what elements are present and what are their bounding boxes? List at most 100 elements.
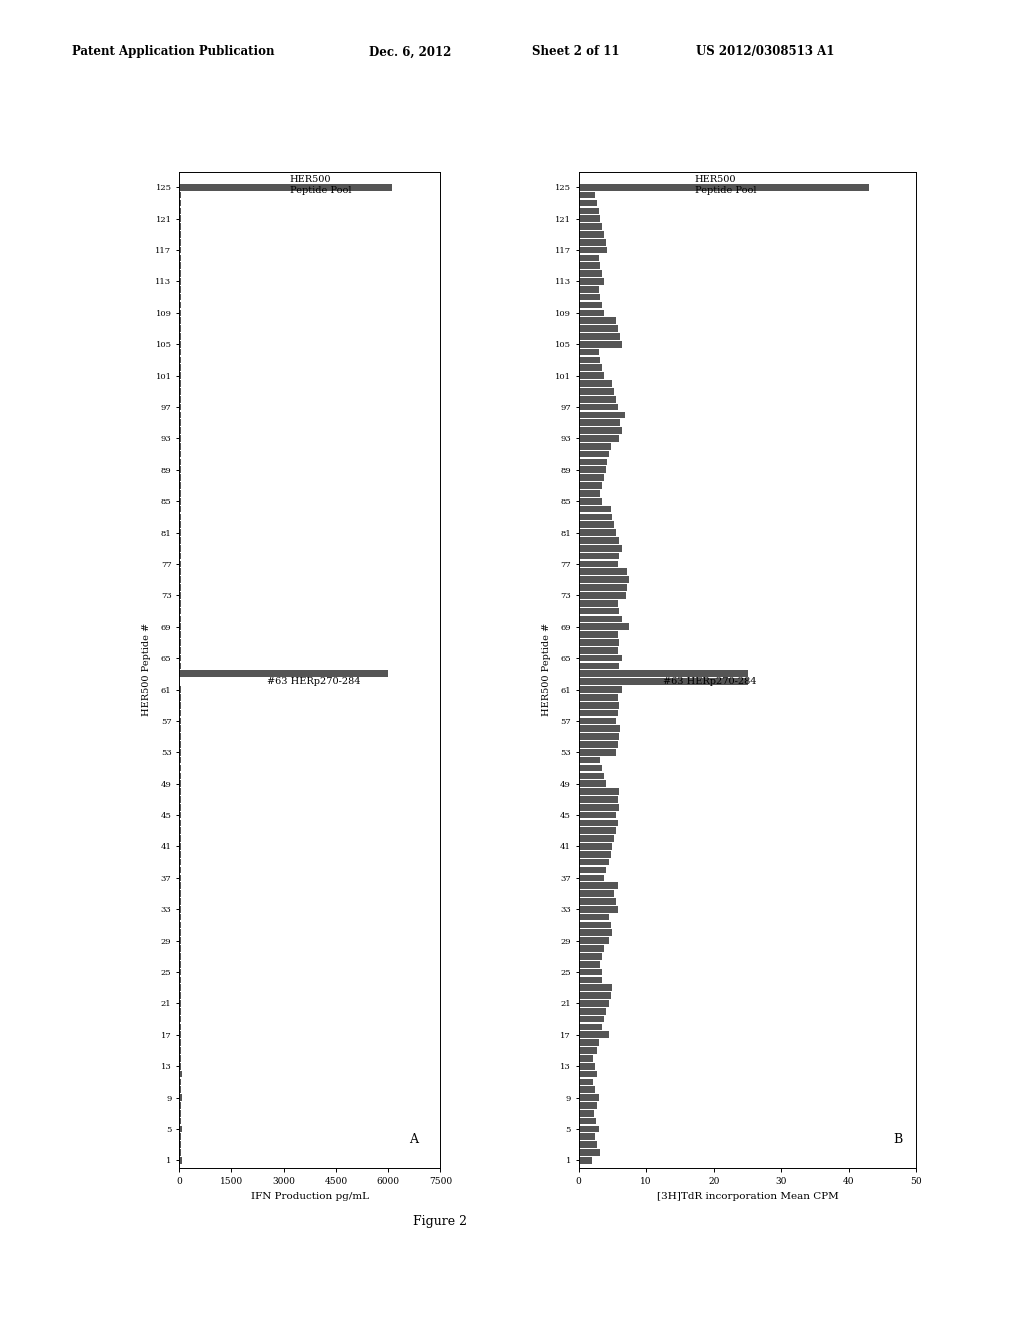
Bar <box>179 553 181 560</box>
Bar <box>179 1150 181 1156</box>
Bar <box>579 607 620 614</box>
Bar <box>579 615 623 622</box>
Bar <box>579 678 748 685</box>
Bar <box>179 945 181 952</box>
Bar <box>579 490 600 496</box>
Bar <box>179 726 181 733</box>
Bar <box>179 458 181 465</box>
Bar <box>179 482 181 488</box>
Bar <box>179 450 181 458</box>
Bar <box>179 623 181 630</box>
Bar <box>179 521 181 528</box>
Bar <box>579 537 620 544</box>
Bar <box>179 906 181 912</box>
Bar <box>179 341 181 347</box>
Bar <box>579 734 620 741</box>
Bar <box>179 420 181 426</box>
Bar <box>179 647 181 653</box>
Bar <box>179 741 181 748</box>
Text: #63 HERp270-284: #63 HERp270-284 <box>664 677 757 686</box>
Text: HER500
Peptide Pool: HER500 Peptide Pool <box>695 176 757 194</box>
Bar <box>179 1078 181 1085</box>
Text: Figure 2: Figure 2 <box>414 1214 467 1228</box>
Bar <box>579 718 615 725</box>
Text: HER500
Peptide Pool: HER500 Peptide Pool <box>290 176 351 194</box>
Bar <box>179 239 181 246</box>
Bar <box>179 474 181 480</box>
Bar <box>579 388 613 395</box>
Bar <box>179 1031 181 1038</box>
Bar <box>579 325 617 331</box>
Bar <box>579 412 625 418</box>
Bar <box>579 993 611 999</box>
Bar <box>579 671 748 677</box>
Text: US 2012/0308513 A1: US 2012/0308513 A1 <box>696 45 835 58</box>
Bar <box>179 1039 181 1045</box>
Bar <box>179 599 181 606</box>
Bar <box>179 247 181 253</box>
Bar <box>579 788 620 795</box>
Bar <box>579 1023 602 1031</box>
Bar <box>579 482 602 488</box>
Bar <box>179 1118 181 1125</box>
Bar <box>579 263 600 269</box>
Text: Sheet 2 of 11: Sheet 2 of 11 <box>532 45 620 58</box>
Bar <box>579 913 609 920</box>
Bar <box>579 436 620 442</box>
Bar <box>579 843 612 850</box>
Bar <box>579 985 612 991</box>
Bar <box>579 529 615 536</box>
Y-axis label: HER500 Peptide #: HER500 Peptide # <box>142 623 152 717</box>
Bar <box>579 356 600 363</box>
Bar <box>179 428 181 434</box>
Bar <box>579 945 604 952</box>
Bar <box>579 836 613 842</box>
Bar <box>179 545 181 552</box>
Bar <box>179 890 181 896</box>
Bar <box>579 302 602 309</box>
Bar <box>179 585 181 591</box>
Bar <box>579 631 617 638</box>
Bar <box>579 1134 595 1140</box>
Bar <box>579 309 604 317</box>
Bar <box>579 820 617 826</box>
Bar <box>579 1094 599 1101</box>
X-axis label: [3H]TdR incorporation Mean CPM: [3H]TdR incorporation Mean CPM <box>656 1192 839 1201</box>
Bar <box>579 521 613 528</box>
Text: Dec. 6, 2012: Dec. 6, 2012 <box>369 45 451 58</box>
Bar <box>579 199 597 206</box>
Bar <box>179 294 181 301</box>
Bar <box>179 993 181 999</box>
Bar <box>579 466 605 473</box>
Bar <box>179 1086 181 1093</box>
Bar <box>579 921 611 928</box>
Bar <box>579 1158 592 1164</box>
Bar <box>579 1118 596 1125</box>
X-axis label: IFN Production pg/mL: IFN Production pg/mL <box>251 1192 369 1201</box>
Bar <box>579 513 612 520</box>
Bar <box>579 828 615 834</box>
Bar <box>579 333 621 339</box>
Bar <box>179 867 181 874</box>
Bar <box>579 247 607 253</box>
Bar <box>579 207 599 214</box>
Bar <box>179 663 181 669</box>
Bar <box>179 183 391 190</box>
Bar <box>579 710 617 717</box>
Bar <box>579 1008 605 1015</box>
Bar <box>579 953 602 960</box>
Bar <box>579 780 605 787</box>
Bar <box>179 898 181 904</box>
Bar <box>179 686 181 693</box>
Bar <box>579 812 615 818</box>
Bar <box>179 1126 181 1133</box>
Bar <box>179 1071 181 1077</box>
Bar <box>579 1102 597 1109</box>
Bar <box>179 875 181 882</box>
Bar <box>579 859 609 866</box>
Bar <box>579 1055 594 1061</box>
Bar <box>579 969 602 975</box>
Bar <box>179 985 181 991</box>
Bar <box>579 694 617 701</box>
Bar <box>579 286 599 293</box>
